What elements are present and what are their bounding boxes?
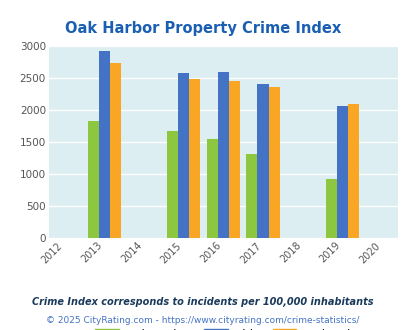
Legend: Oak Harbor, Ohio, National: Oak Harbor, Ohio, National — [90, 324, 356, 330]
Bar — [268, 87, 279, 238]
Bar — [246, 154, 257, 238]
Bar — [347, 104, 358, 238]
Bar — [257, 84, 268, 238]
Bar — [336, 106, 347, 238]
Bar — [98, 51, 110, 238]
Bar — [178, 73, 189, 238]
Bar — [217, 72, 228, 238]
Bar — [228, 81, 239, 238]
Text: Crime Index corresponds to incidents per 100,000 inhabitants: Crime Index corresponds to incidents per… — [32, 297, 373, 307]
Bar — [206, 139, 217, 238]
Bar — [189, 79, 200, 238]
Bar — [110, 63, 121, 238]
Bar — [87, 121, 98, 238]
Bar — [166, 131, 178, 238]
Text: Oak Harbor Property Crime Index: Oak Harbor Property Crime Index — [65, 21, 340, 36]
Bar — [325, 179, 336, 238]
Text: © 2025 CityRating.com - https://www.cityrating.com/crime-statistics/: © 2025 CityRating.com - https://www.city… — [46, 316, 359, 325]
